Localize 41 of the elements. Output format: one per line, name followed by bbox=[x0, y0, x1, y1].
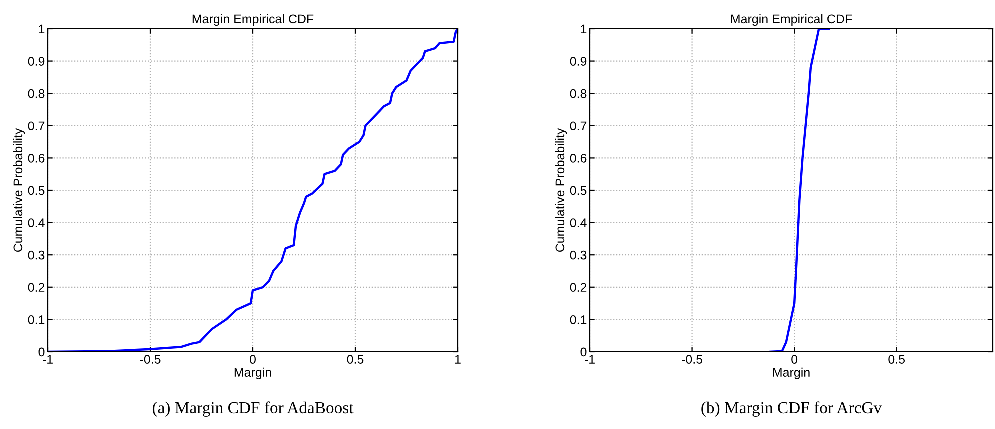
y-tick-label: 0.7 bbox=[570, 122, 587, 131]
x-tick-label: -1 bbox=[585, 355, 595, 364]
y-tick-label: 0.1 bbox=[570, 316, 587, 324]
y-tick-label: 0.3 bbox=[570, 250, 587, 260]
x-tick-label: 0 bbox=[792, 355, 798, 364]
y-tick-label: 0.4 bbox=[28, 218, 45, 228]
y-axis-title: Cumulative Probability bbox=[555, 128, 568, 252]
x-tick-label: 0.5 bbox=[347, 355, 364, 364]
y-tick-label: 0.1 bbox=[28, 316, 45, 324]
y-tick-label: 0.9 bbox=[28, 57, 45, 66]
x-tick-label: 0 bbox=[250, 355, 256, 364]
y-tick-label: 0.6 bbox=[570, 154, 587, 163]
text: (b) Margin CDF for ArcGv bbox=[702, 402, 882, 417]
y-tick-label: 0.5 bbox=[570, 186, 587, 196]
y-tick-label: 1 bbox=[581, 24, 587, 34]
chart-title: Margin Empirical CDF bbox=[192, 14, 314, 26]
x-tick-label: -0.5 bbox=[140, 355, 161, 364]
y-tick-label: 0.8 bbox=[570, 89, 587, 98]
x-axis-title: Margin bbox=[234, 368, 272, 380]
y-tick-label: 0.2 bbox=[570, 283, 587, 292]
y-tick-label: 0.6 bbox=[28, 154, 45, 163]
y-tick-label: 0.2 bbox=[28, 283, 45, 292]
y-tick-label: 0.3 bbox=[28, 250, 45, 260]
y-tick-label: 0 bbox=[38, 348, 45, 357]
line-series bbox=[768, 29, 830, 352]
y-tick-label: 0.7 bbox=[28, 122, 45, 131]
x-tick-label: -0.5 bbox=[682, 355, 703, 364]
y-tick-label: 0 bbox=[580, 348, 587, 357]
line-series bbox=[48, 29, 458, 352]
y-tick-label: 0.4 bbox=[570, 218, 587, 228]
y-tick-label: 1 bbox=[39, 24, 45, 34]
x-tick-label: 1 bbox=[455, 355, 461, 364]
x-tick-label: 0.5 bbox=[888, 355, 906, 364]
y-tick-label: 0.5 bbox=[28, 186, 45, 196]
chart-title: Margin Empirical CDF bbox=[731, 14, 852, 26]
x-axis-title: Margin bbox=[773, 368, 810, 380]
y-tick-label: 0.9 bbox=[570, 57, 587, 66]
y-axis-title: Cumulative Probability bbox=[13, 128, 26, 252]
x-tick-label: -1 bbox=[43, 355, 53, 364]
text: (a) Margin CDF for AdaBoost bbox=[152, 402, 354, 417]
y-tick-label: 0.8 bbox=[28, 89, 45, 98]
